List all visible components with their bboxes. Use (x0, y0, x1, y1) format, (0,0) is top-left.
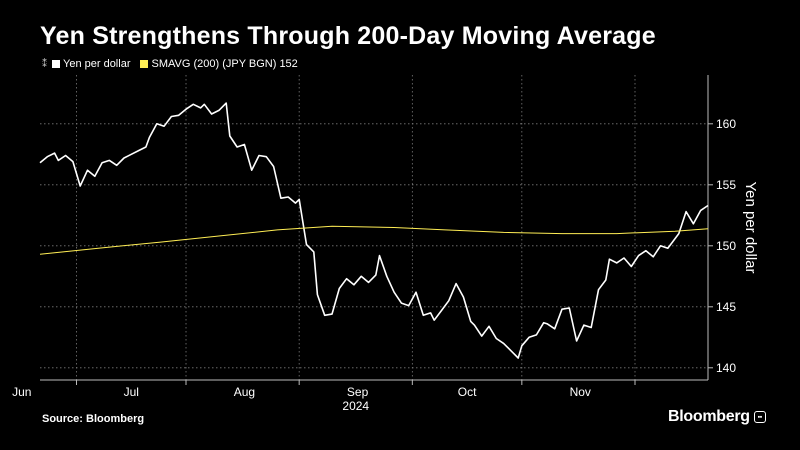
x-tick-label: Jul (124, 385, 139, 399)
y-tick-label: 145 (716, 300, 736, 314)
chart-title: Yen Strengthens Through 200-Day Moving A… (40, 22, 656, 50)
legend: ⁑ Yen per dollar SMAVG (200) (JPY BGN) 1… (42, 58, 304, 70)
x-axis-label: 2024 (342, 399, 369, 413)
brand-badge-icon: ▪▪ (753, 411, 766, 423)
series-line-smavg-200 (39, 225, 709, 255)
legend-swatch-price (52, 60, 60, 68)
y-axis-label: Yen per dollar (742, 181, 759, 273)
y-tick-label: 160 (716, 117, 736, 131)
legend-marker-icon: ⁑ (42, 58, 47, 70)
y-tick-label: 150 (716, 239, 736, 253)
legend-item-sma: SMAVG (200) (JPY BGN) 152 (140, 58, 298, 70)
brand-logo: Bloomberg ▪▪ (668, 408, 766, 426)
legend-item-price: Yen per dollar (52, 58, 130, 70)
series-line-yen-per-dollar (39, 102, 709, 359)
x-tick-label: Aug (234, 385, 255, 399)
x-tick-label: Nov (570, 385, 591, 399)
legend-label-sma: SMAVG (200) (JPY BGN) 152 (151, 58, 298, 70)
legend-label-price: Yen per dollar (63, 58, 131, 70)
x-tick-label: Oct (458, 385, 477, 399)
source-note: Source: Bloomberg (42, 413, 145, 425)
y-tick-label: 155 (716, 178, 736, 192)
legend-swatch-sma (140, 60, 149, 68)
brand-text: Bloomberg (668, 408, 750, 425)
x-tick-label: Sep (347, 385, 369, 399)
y-tick-label: 140 (716, 361, 736, 375)
x-tick-label: Jun (12, 385, 31, 399)
